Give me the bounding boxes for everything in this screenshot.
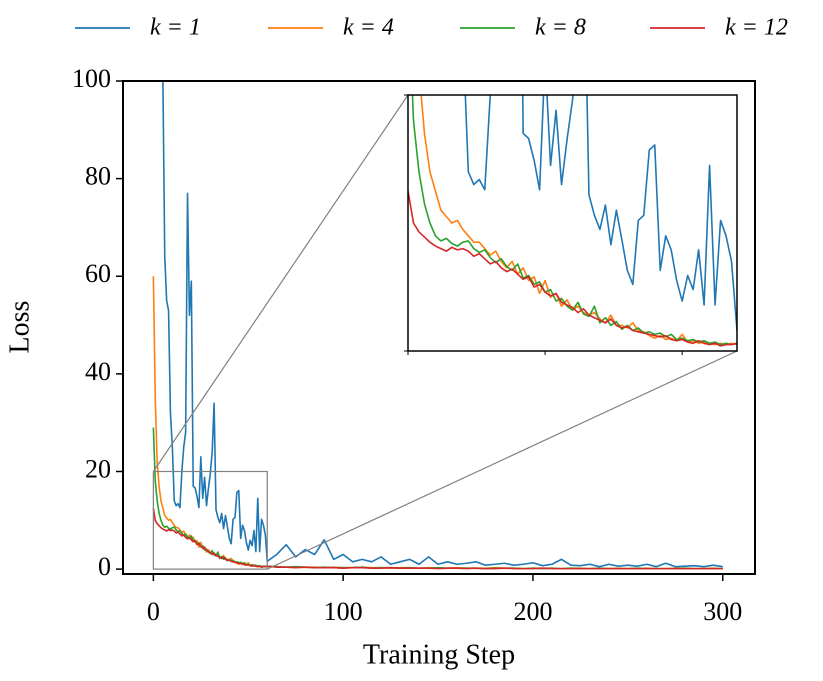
inset-frame — [407, 94, 738, 352]
line — [152, 507, 723, 570]
line — [411, 95, 737, 346]
legend-label: k = 8 — [535, 15, 586, 41]
plot-frame — [122, 80, 756, 575]
x-tick-label: 100 — [324, 597, 363, 626]
y-tick-label: 60 — [85, 259, 111, 288]
legend-label: k = 12 — [725, 15, 788, 41]
inset-lines — [408, 95, 737, 347]
x-tick-label: 0 — [147, 597, 160, 626]
y-axis-label: Loss — [4, 301, 35, 354]
x-tick-label: 200 — [513, 597, 552, 626]
x-tick-label: 300 — [703, 597, 742, 626]
legend-label: k = 1 — [150, 15, 201, 41]
y-tick-label: 100 — [72, 64, 111, 93]
y-tick-label: 0 — [98, 552, 111, 581]
legend-label: k = 4 — [343, 15, 394, 41]
y-tick-label: 40 — [85, 357, 111, 386]
zoom-connector — [152, 94, 409, 472]
zoom-connector — [266, 350, 738, 570]
main-lines — [152, 81, 723, 570]
y-tick-label: 80 — [85, 162, 111, 191]
line — [420, 95, 737, 346]
line — [162, 81, 723, 568]
zoom-region — [152, 470, 268, 570]
line — [464, 95, 737, 332]
x-axis-label: Training Step — [363, 639, 515, 670]
line — [408, 190, 737, 347]
inset-background — [408, 95, 737, 351]
y-tick-label: 20 — [85, 454, 111, 483]
